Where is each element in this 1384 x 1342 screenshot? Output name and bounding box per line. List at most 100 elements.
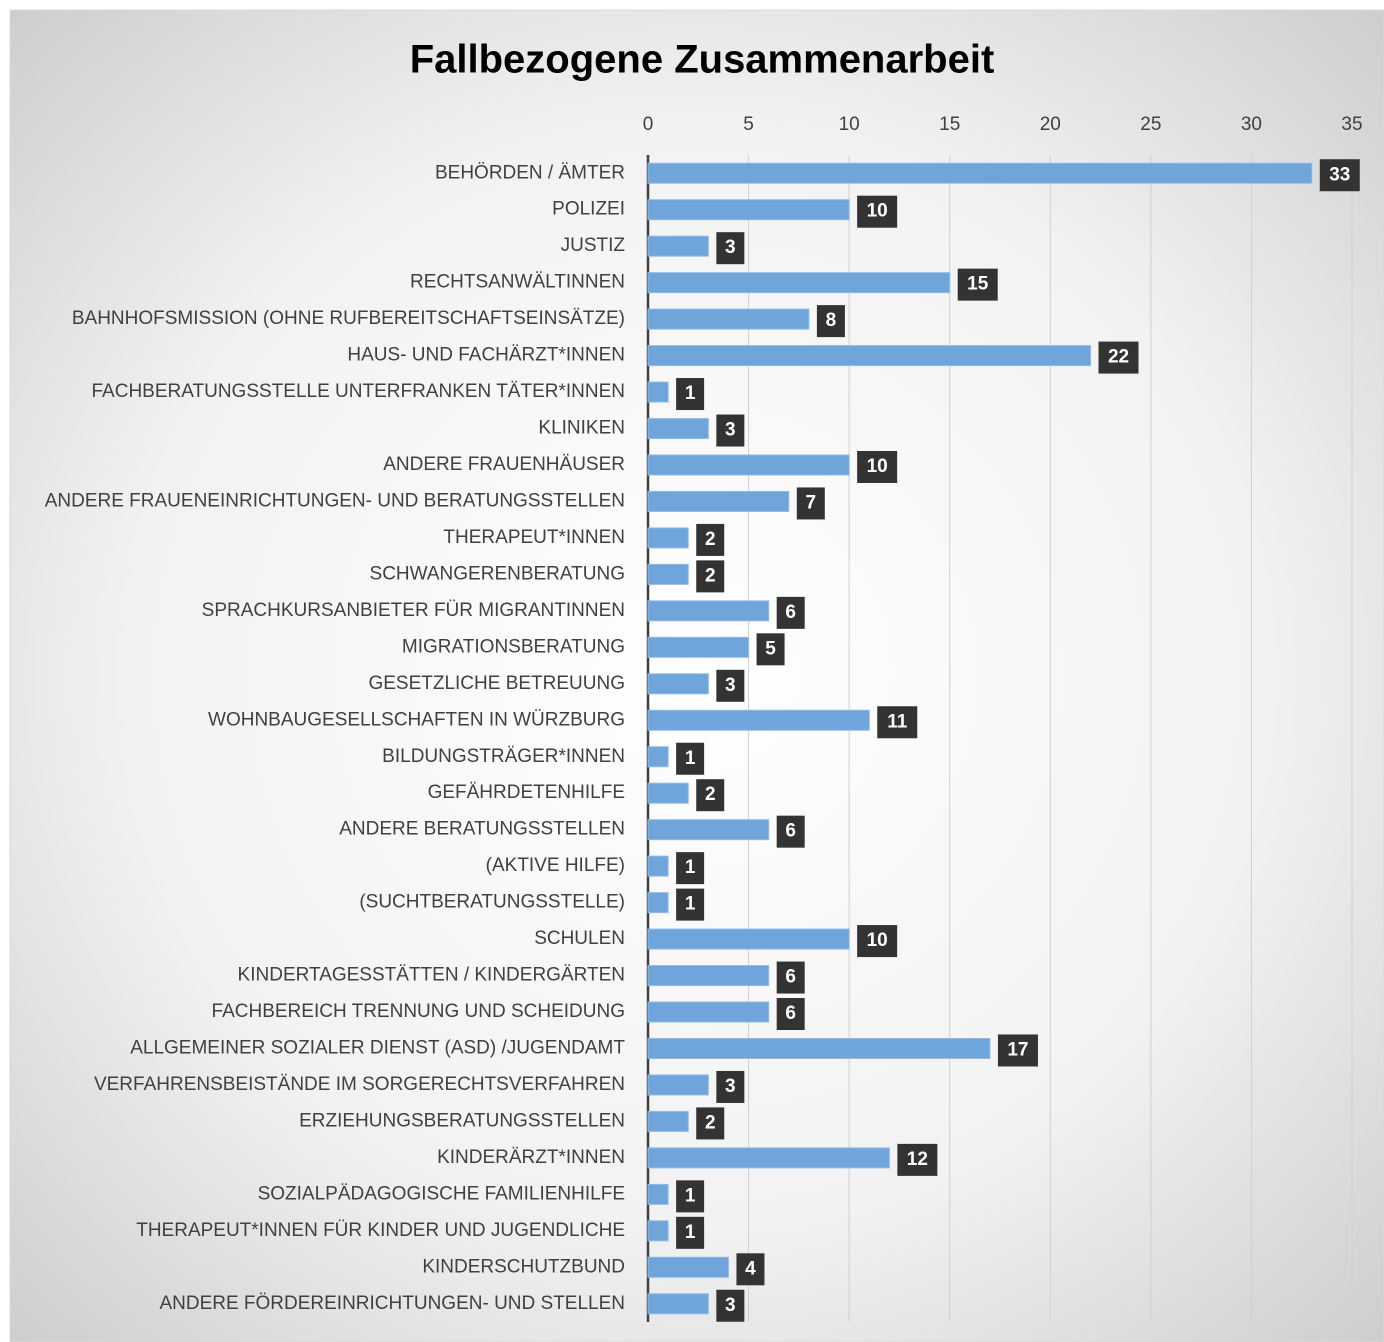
data-label-box [676,1180,705,1213]
data-label: 4 [745,1258,756,1279]
bar [647,819,770,841]
bar [647,673,709,695]
x-tick-label: 10 [839,114,860,135]
y-tick-label: HAUS- UND FACHÄRZT*INNEN [347,345,625,366]
data-label: 2 [705,529,716,550]
bar [647,235,709,257]
data-label-box [716,232,745,265]
x-tick-label: 20 [1040,114,1061,135]
y-tick-label: SOZIALPÄDAGOGISCHE FAMILIENHILFE [258,1183,625,1204]
data-label-box [877,706,918,739]
data-label-box [716,669,745,702]
bar [647,272,951,294]
data-label-box [676,378,705,411]
bar [647,1147,890,1169]
y-tick-label: FACHBERATUNGSSTELLE UNTERFRANKEN TÄTER*I… [92,381,626,402]
data-label: 3 [725,1295,736,1316]
data-label: 6 [785,602,796,623]
bar [647,490,790,512]
bar [647,308,810,330]
x-tick-label: 35 [1341,114,1362,135]
bar [647,381,669,403]
x-tick-label: 25 [1140,114,1161,135]
x-tick-label: 15 [939,114,960,135]
bar [647,928,850,950]
data-label-box [696,523,725,556]
data-label-box [1319,159,1360,192]
data-label: 2 [705,565,716,586]
bar [647,1293,709,1315]
x-tick-label: 0 [643,114,654,135]
data-label: 17 [1007,1040,1028,1061]
bar [647,1037,991,1059]
y-tick-label: ERZIEHUNGSBERATUNGSSTELLEN [299,1110,625,1131]
data-label: 3 [725,237,736,258]
bar [647,1074,709,1096]
data-label: 22 [1108,347,1129,368]
y-tick-label: KINDERÄRZT*INNEN [437,1147,625,1168]
y-tick-label: ALLGEMEINER SOZIALER DIENST (ASD) /JUGEN… [130,1038,625,1059]
bar [647,1256,729,1278]
bar [647,855,669,877]
data-label-box [897,1143,938,1176]
data-label: 1 [685,1222,696,1243]
data-label: 5 [765,638,776,659]
data-label: 10 [867,930,888,951]
y-tick-label: GEFÄHRDETENHILFE [428,782,625,803]
data-label: 1 [685,894,696,915]
bar [647,746,669,768]
y-tick-label: BAHNHOFSMISSION (OHNE RUFBEREITSCHAFTSEI… [72,308,625,329]
data-label-box [857,450,898,483]
data-label: 7 [806,492,817,513]
data-label-box [696,1107,725,1140]
y-tick-label: ANDERE FÖRDEREINRICHTUNGEN- UND STELLEN [159,1293,625,1314]
x-tick-label: 5 [743,114,754,135]
bar [647,199,850,221]
bar [647,527,689,549]
y-tick-label: SPRACHKURSANBIETER FÜR MIGRANTINNEN [202,600,625,621]
x-tick-label: 30 [1241,114,1262,135]
bar [647,965,770,987]
data-label-box [776,596,805,629]
y-tick-label: GESETZLICHE BETREUUNG [368,673,625,694]
y-tick-label: FACHBEREICH TRENNUNG UND SCHEIDUNG [212,1001,625,1022]
y-tick-label: KLINIKEN [538,418,625,439]
data-label: 6 [785,967,796,988]
chart-title: Fallbezogene Zusammenarbeit [410,38,995,82]
data-label-box [997,1034,1038,1067]
bar [647,636,750,658]
data-label-box [776,998,805,1031]
data-label-box [796,487,825,520]
data-label: 12 [907,1149,928,1170]
data-label: 3 [725,1076,736,1097]
data-label: 10 [867,456,888,477]
data-label-box [736,1253,765,1286]
bar [647,1001,770,1023]
data-label: 8 [826,310,837,331]
data-label: 11 [887,711,908,732]
data-label-box [696,779,725,812]
data-label-box [716,414,745,447]
data-label-box [676,852,705,885]
data-label-box [857,925,898,958]
data-label-box [857,195,898,228]
data-label: 6 [785,821,796,842]
y-tick-label: KINDERTAGESSTÄTTEN / KINDERGÄRTEN [238,965,625,986]
bar [647,892,669,914]
bar [647,600,770,622]
bar [647,345,1092,367]
data-label-box [676,888,705,921]
y-tick-label: JUSTIZ [561,235,626,256]
bar [647,418,709,440]
data-label: 10 [867,201,888,222]
data-label-box [676,1216,705,1249]
y-tick-label: SCHWANGERENBERATUNG [370,563,625,584]
bar [647,162,1313,184]
data-label-box [776,815,805,848]
y-tick-label: THERAPEUT*INNEN FÜR KINDER UND JUGENDLIC… [136,1220,625,1241]
y-tick-label: ANDERE BERATUNGSSTELLEN [339,819,625,840]
y-tick-label: KINDERSCHUTZBUND [422,1256,625,1277]
y-tick-label: BEHÖRDEN / ÄMTER [435,162,625,183]
